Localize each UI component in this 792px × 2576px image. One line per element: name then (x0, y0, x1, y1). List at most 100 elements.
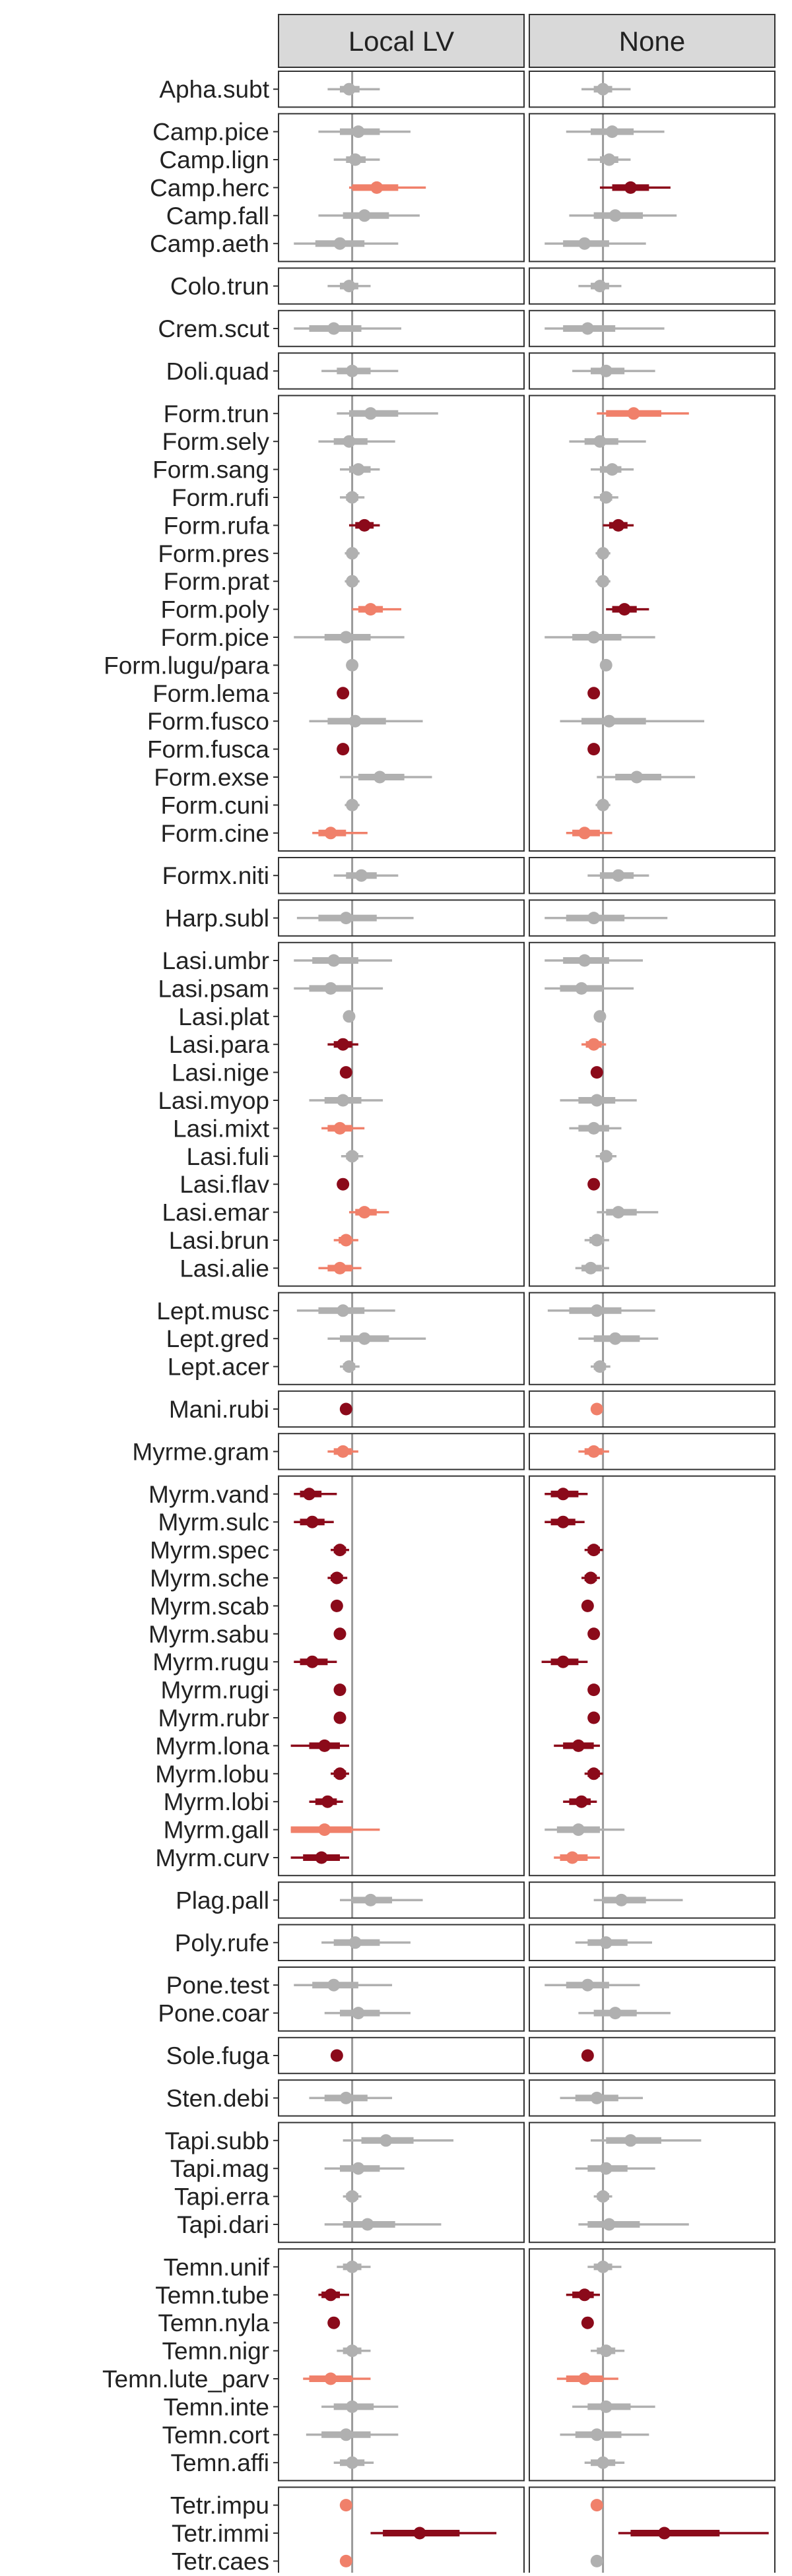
point-estimate (587, 1767, 601, 1780)
species-label: Myrm.gall (164, 1817, 269, 1844)
point-estimate (333, 1544, 346, 1557)
point-estimate (587, 1544, 601, 1557)
point-estimate (358, 209, 371, 222)
point-estimate (339, 1402, 352, 1416)
point-estimate (599, 1936, 612, 1949)
point-estimate (337, 1445, 350, 1458)
point-estimate (352, 2162, 365, 2175)
species-label: Form.sely (162, 428, 270, 455)
species-label: Lept.gred (166, 1325, 269, 1352)
facet-panel-frame (529, 1433, 776, 1470)
species-label: Lasi.mixt (173, 1115, 270, 1142)
point-estimate (343, 1010, 356, 1023)
species-label: Myrm.curv (155, 1844, 269, 1871)
point-estimate (339, 2428, 352, 2441)
facet-panel-frame (529, 309, 776, 348)
point-estimate (590, 1094, 603, 1107)
species-label: Form.rufa (164, 512, 270, 539)
species-label: Form.sang (152, 456, 269, 484)
species-label: Camp.fall (166, 203, 269, 230)
species-label: Pone.coar (158, 2000, 269, 2027)
point-estimate (590, 1402, 603, 1416)
point-estimate (599, 658, 612, 672)
species-label: Lasi.flav (180, 1171, 269, 1198)
point-estimate (315, 1851, 328, 1864)
facet-panel-frame (529, 941, 776, 1287)
point-estimate (337, 1178, 350, 1191)
point-estimate (556, 1515, 570, 1528)
point-estimate (566, 1851, 579, 1864)
point-estimate (609, 209, 622, 222)
point-estimate (587, 1445, 601, 1458)
species-label: Lept.musc (156, 1298, 269, 1325)
point-estimate (575, 1795, 588, 1808)
species-label: Form.fusco (147, 708, 269, 735)
point-estimate (603, 153, 616, 166)
point-estimate (413, 2527, 426, 2540)
point-estimate (556, 1655, 570, 1668)
species-label: Myrm.scab (150, 1592, 269, 1619)
point-estimate (599, 364, 612, 377)
species-label: Lasi.para (169, 1031, 270, 1058)
species-label: Form.prat (164, 568, 270, 595)
point-estimate (306, 1655, 319, 1668)
species-label: Camp.lign (159, 146, 269, 173)
species-label: Lasi.fuli (187, 1143, 269, 1170)
species-label: Tetr.impu (170, 2492, 269, 2519)
point-estimate (337, 1094, 350, 1107)
point-estimate (587, 687, 601, 700)
species-label: Apha.subt (159, 76, 269, 103)
point-estimate (590, 1234, 603, 1247)
point-estimate (352, 463, 365, 476)
species-label: Lasi.psam (158, 975, 269, 1002)
species-label: Colo.trun (170, 273, 269, 300)
species-label: Myrme.gram (132, 1438, 269, 1465)
point-estimate (575, 982, 588, 995)
species-label: Myrm.lobu (155, 1761, 269, 1788)
facet-panel-frame (529, 1924, 776, 1962)
species-label: Lasi.umbr (162, 947, 269, 974)
point-estimate (630, 770, 644, 784)
species-label: Temn.inte (164, 2393, 269, 2420)
species-label: Form.lugu/para (104, 652, 269, 679)
point-estimate (339, 2091, 352, 2104)
species-label: Myrm.rubr (158, 1705, 269, 1732)
point-estimate (587, 1711, 601, 1724)
point-estimate (615, 1893, 628, 1906)
point-estimate (587, 1627, 601, 1641)
point-estimate (599, 1150, 612, 1163)
point-estimate (612, 1206, 625, 1219)
facet-panel-frame (278, 1433, 525, 1470)
point-estimate (333, 237, 346, 250)
point-estimate (597, 798, 610, 811)
facet-strip-label: Local LV (348, 26, 454, 57)
species-label: Form.fusca (147, 736, 269, 763)
point-estimate (303, 1488, 315, 1501)
species-label: Myrm.vand (148, 1481, 269, 1508)
point-estimate (587, 1178, 601, 1191)
point-estimate (333, 1711, 346, 1724)
species-label: Form.trun (164, 400, 269, 427)
point-estimate (590, 2554, 603, 2567)
point-estimate (578, 237, 591, 250)
point-estimate (330, 2049, 343, 2062)
point-estimate (348, 714, 362, 728)
point-estimate (337, 743, 350, 756)
point-estimate (590, 2428, 603, 2441)
point-estimate (581, 322, 594, 335)
point-estimate (358, 1206, 371, 1219)
species-label: Pone.test (166, 1972, 270, 1999)
species-label: Lasi.myop (158, 1087, 269, 1114)
point-estimate (587, 1683, 601, 1697)
point-estimate (346, 575, 359, 588)
point-estimate (339, 2499, 352, 2512)
species-label: Tapi.erra (174, 2183, 269, 2211)
point-estimate (339, 912, 352, 925)
point-estimate (606, 463, 619, 476)
species-label: Sole.fuga (166, 2042, 270, 2069)
species-label: Myrm.sche (150, 1565, 269, 1592)
point-estimate (364, 1893, 377, 1906)
point-estimate (599, 2344, 612, 2358)
species-label: Lept.acer (168, 1354, 269, 1381)
